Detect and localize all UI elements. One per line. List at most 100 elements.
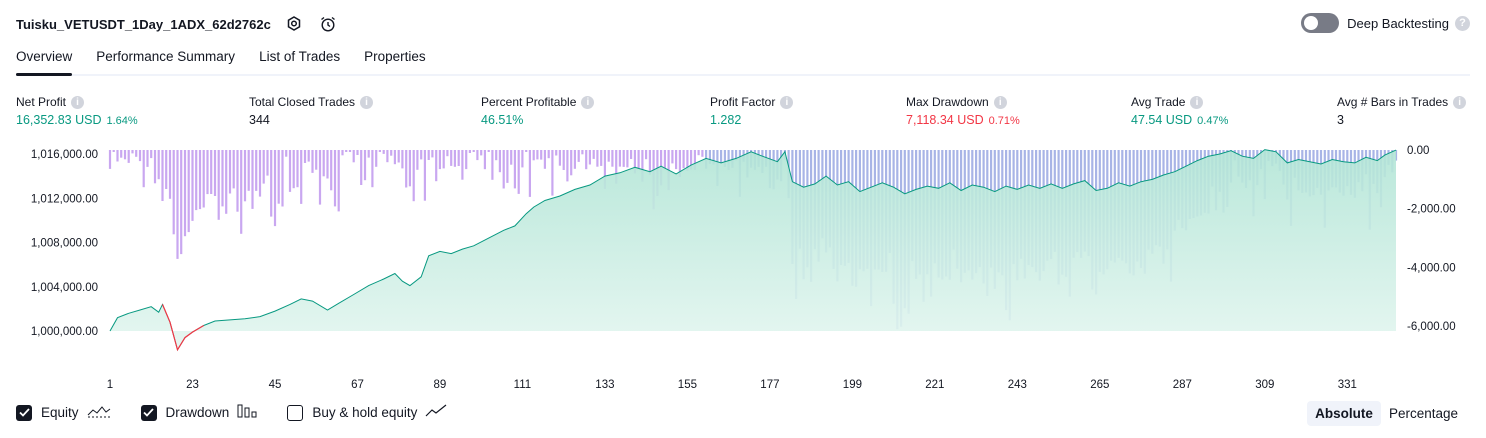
alarm-clock-icon[interactable] [317,13,339,35]
metric-label: Net Profit [16,95,67,109]
metric-value: 1.282 [710,113,742,127]
checkbox-unchecked-icon[interactable] [287,404,304,421]
drawdown-bar [131,150,134,154]
legend-buy-hold[interactable]: Buy & hold equity [287,404,447,421]
tab-performance-summary[interactable]: Performance Summary [96,49,236,64]
drawdown-bar [161,150,164,201]
drawdown-bar [633,150,636,174]
x-axis-tick: 199 [843,379,862,391]
drawdown-bar [416,150,419,170]
drawdown-bar [622,150,625,167]
info-icon[interactable]: i [1453,95,1467,109]
drawdown-bar [202,150,205,208]
legend-label: Buy & hold equity [312,405,418,420]
equity-drawdown-chart[interactable]: 1,000,000.00 1,004,000.00 1,008,000.00 1,01… [0,140,1486,395]
right-axis-tick: 0.00 [1407,145,1429,157]
metric-percent: 1.64% [106,115,138,127]
drawdown-bar [600,150,603,166]
drawdown-bar [615,150,618,184]
drawdown-bar [468,150,471,153]
drawdown-bar [386,150,389,163]
drawdown-bar [138,150,142,162]
drawdown-bar [300,150,303,204]
drawdown-bar [330,150,333,191]
drawdown-bar [382,150,385,154]
checkbox-checked-icon[interactable] [16,404,32,421]
legend-label: Drawdown [165,405,230,420]
drawdown-bar [603,150,606,189]
drawdown-bar [457,150,460,166]
settings-gear-icon[interactable] [283,13,305,35]
drawdown-bar [258,150,262,197]
drawdown-bar [637,150,640,169]
drawdown-bar [517,150,520,194]
checkbox-checked-icon[interactable] [140,404,157,421]
drawdown-bar [345,150,348,152]
info-icon[interactable]: i [581,95,595,109]
drawdown-bar [645,150,648,160]
tab-properties[interactable]: Properties [364,49,426,64]
info-icon[interactable]: i [780,95,794,109]
drawdown-bar [521,150,524,168]
drawdown-bar [333,150,337,207]
metric-value: 16,352.83 USD [16,113,102,127]
drawdown-bar [120,150,123,158]
metric-label: Max Drawdown [906,95,989,109]
drawdown-bar [480,150,483,156]
x-axis-tick: 45 [269,379,282,391]
drawdown-bar [682,150,685,169]
drawdown-bar [390,150,393,156]
drawdown-bar [393,150,396,165]
legend-drawdown[interactable]: Drawdown [140,404,258,421]
drawdown-bar [618,150,621,167]
left-axis-tick: 1,016,000.00 [31,149,98,161]
drawdown-bar [558,150,561,166]
drawdown-bar [641,150,644,182]
percentage-button[interactable]: Percentage [1388,406,1458,421]
drawdown-bar [427,150,430,160]
metric-value: 46.51% [481,113,524,127]
tab-overview[interactable]: Overview [16,46,73,76]
buy-hold-line-icon [425,404,447,421]
drawdown-bar [123,150,127,160]
drawdown-bar [371,150,374,188]
drawdown-bar [611,150,614,167]
tab-list-of-trades[interactable]: List of Trades [259,49,341,64]
legend-equity[interactable]: Equity [16,404,111,421]
drawdown-bar [592,150,595,159]
drawdown-bar [165,150,168,189]
info-icon[interactable]: i [360,95,374,109]
help-icon[interactable]: ? [1455,15,1470,31]
drawdown-bar [195,150,198,211]
info-icon[interactable]: i [1190,95,1204,109]
left-axis-tick: 1,012,000.00 [31,193,98,205]
drawdown-bar [731,150,734,168]
drawdown-bar [401,150,404,169]
drawdown-bar [146,150,149,167]
drawdown-bar [495,150,498,161]
metric-profit-factor: Profit Factor i 1.282 [710,94,794,127]
drawdown-bar [292,150,295,189]
deep-backtesting-toggle[interactable] [1301,13,1340,33]
metric-label: Percent Profitable [481,95,577,109]
metric-max-drawdown: Max Drawdown i 7,118.34 USD 0.71% [906,94,1020,127]
absolute-button[interactable]: Absolute [1307,401,1381,426]
drawdown-bar [311,150,314,173]
drawdown-bar [360,150,363,185]
drawdown-bar [210,150,213,194]
drawdown-bar [116,150,119,162]
info-icon[interactable]: i [993,95,1007,109]
metric-avg-trade: Avg Trade i 47.54 USD 0.47% [1131,94,1228,127]
metric-value: 47.54 USD [1131,113,1193,127]
drawdown-bar [296,150,299,188]
drawdown-bar [487,150,490,152]
x-axis-tick: 155 [678,379,697,391]
drawdown-bar [528,150,531,197]
left-axis-tick: 1,008,000.00 [31,238,98,250]
info-icon[interactable]: i [71,95,85,109]
metric-percent: 0.71% [988,115,1020,127]
metric-avg-bars: Avg # Bars in Trades i 3 [1337,94,1467,127]
toggle-knob [1304,16,1319,30]
x-axis-tick: 265 [1090,379,1109,391]
drawdown-bar [228,150,232,194]
